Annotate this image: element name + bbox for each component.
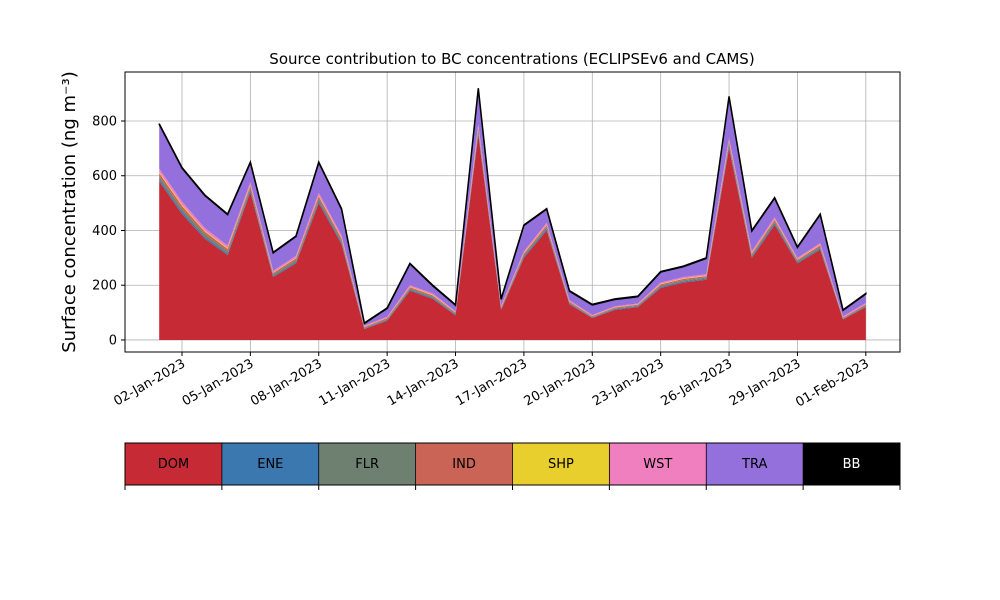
chart-title: Source contribution to BC concentrations…	[269, 50, 754, 68]
legend-swatch	[609, 443, 707, 485]
legend-swatch	[706, 443, 804, 485]
area-tra	[159, 88, 866, 326]
y-tick-label: 200	[92, 279, 117, 294]
x-tick-label: 23-Jan-2023	[590, 356, 667, 409]
x-tick-label: 14-Jan-2023	[385, 356, 462, 409]
area-bb	[158, 88, 867, 325]
x-tick-label: 17-Jan-2023	[453, 356, 530, 409]
legend-swatch	[415, 443, 513, 485]
legend-label: TRA	[741, 457, 767, 472]
legend-swatch	[512, 443, 610, 485]
y-tick-label: 400	[92, 224, 117, 239]
legend-swatch	[221, 443, 319, 485]
legend-label: IND	[452, 457, 476, 472]
x-tick-label: 26-Jan-2023	[658, 356, 735, 409]
x-tick-label: 05-Jan-2023	[180, 356, 257, 409]
legend-label: BB	[843, 457, 861, 472]
legend-label: WST	[643, 457, 672, 472]
x-tick-label: 08-Jan-2023	[248, 356, 325, 409]
y-tick-label: 600	[92, 169, 117, 184]
legend-label: ENE	[257, 457, 283, 472]
legend-label: DOM	[158, 457, 189, 472]
y-tick-label: 800	[92, 114, 117, 129]
legend-swatch	[318, 443, 416, 485]
x-tick-label: 01-Feb-2023	[793, 356, 872, 410]
legend-swatch	[125, 443, 222, 485]
x-tick-label: 20-Jan-2023	[522, 356, 599, 409]
y-tick-label: 0	[109, 333, 117, 348]
x-tick-label: 02-Jan-2023	[111, 356, 188, 409]
legend-swatch	[803, 443, 900, 485]
x-tick-label: 29-Jan-2023	[727, 356, 804, 409]
x-tick-label: 11-Jan-2023	[317, 356, 394, 409]
plot-frame	[124, 71, 901, 353]
legend-label: SHP	[548, 457, 574, 472]
area-dom	[159, 134, 866, 340]
y-axis-label: Surface concentration (ng m⁻³)	[59, 71, 80, 353]
legend-label: FLR	[355, 457, 379, 472]
